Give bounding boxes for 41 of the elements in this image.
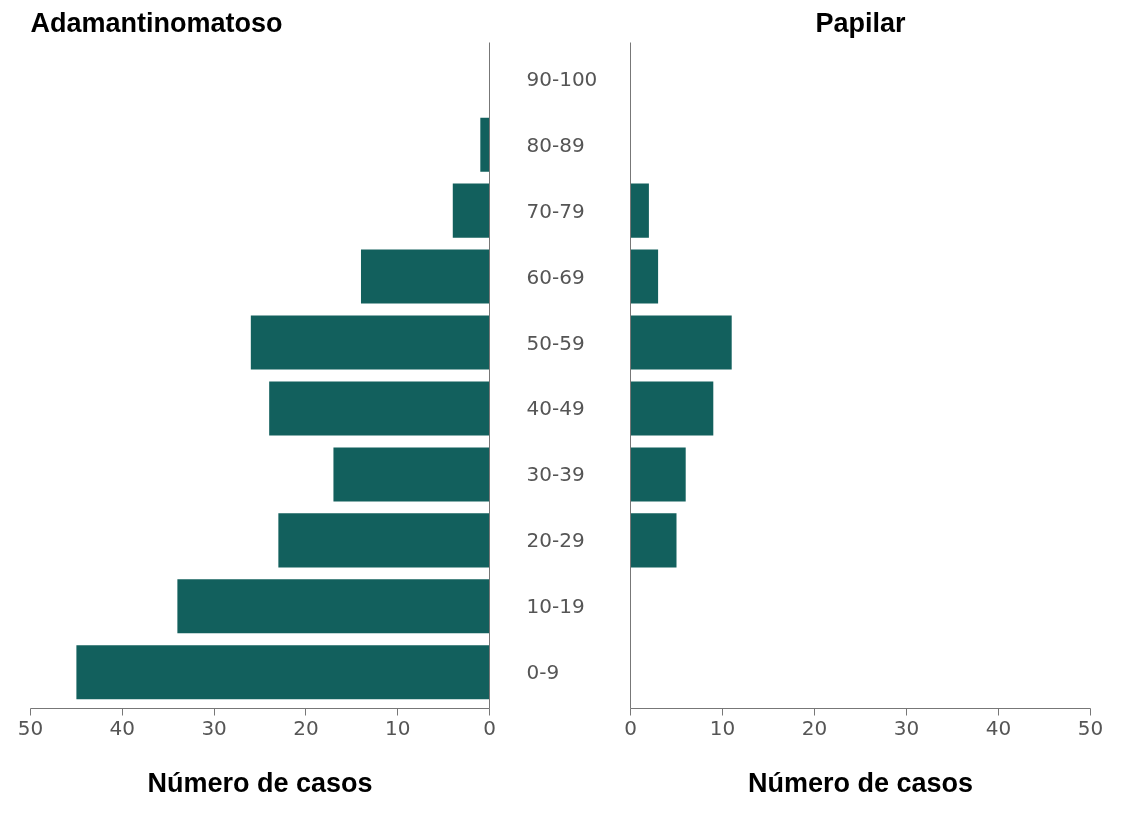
chart-title: Papilar [815, 7, 907, 38]
x-tick-label: 50 [17, 715, 44, 740]
bar [452, 183, 490, 238]
bar [630, 381, 714, 436]
x-tick-label: 30 [201, 715, 227, 740]
bar [333, 447, 490, 502]
x-tick-label: 10 [709, 715, 736, 740]
x-tick-label: 20 [801, 715, 828, 740]
bar [630, 183, 649, 238]
y-tick-label: 50-59 [526, 330, 585, 355]
x-tick-label: 0 [483, 715, 496, 740]
x-axis-title: Número de casos [147, 767, 373, 798]
y-tick-label: 40-49 [526, 396, 585, 421]
chart-title: Adamantinomatoso [30, 7, 283, 38]
y-tick-label: 70-79 [526, 198, 585, 223]
bar [360, 249, 490, 304]
bar [269, 381, 490, 436]
bar [250, 315, 490, 370]
x-tick-label: 20 [293, 715, 319, 740]
bar [278, 513, 490, 568]
y-tick-label: 90-100 [526, 66, 598, 91]
x-tick-label: 40 [109, 715, 136, 740]
bar [630, 249, 659, 304]
x-axis-title: Número de casos [747, 767, 974, 798]
bar [630, 447, 686, 502]
bar [630, 513, 677, 568]
x-tick-label: 40 [985, 715, 1012, 740]
y-tick-label: 80-89 [526, 132, 585, 157]
bar [76, 645, 490, 700]
bar [630, 315, 732, 370]
y-tick-label: 20-29 [526, 528, 585, 553]
y-tick-label: 10-19 [526, 594, 585, 619]
bar [480, 117, 490, 172]
x-tick-label: 10 [384, 715, 411, 740]
x-tick-label: 0 [624, 715, 637, 740]
y-tick-label: 0-9 [526, 660, 560, 685]
x-tick-label: 30 [893, 715, 920, 740]
y-tick-label: 30-39 [526, 462, 585, 487]
bar [177, 579, 490, 634]
x-tick-label: 50 [1077, 715, 1104, 740]
y-tick-label: 60-69 [526, 264, 585, 289]
